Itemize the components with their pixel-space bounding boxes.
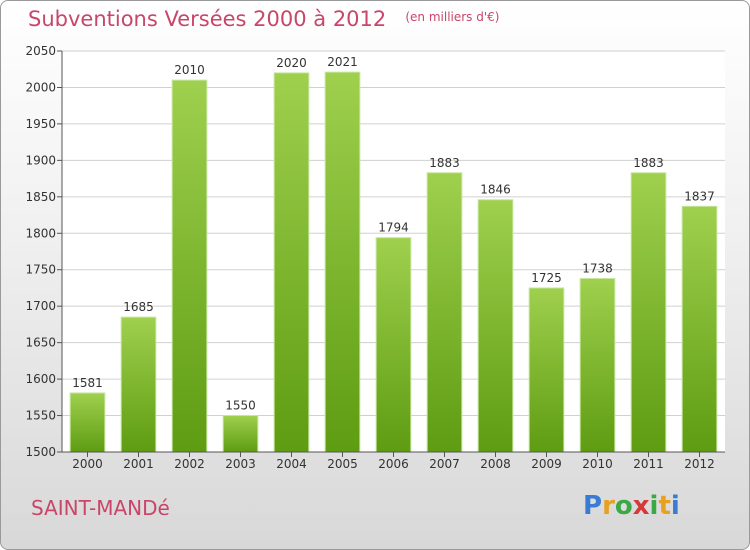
bars: 1581 1685 2010 1550 2020 2021 1794 1883 1846 1725… — [69, 55, 718, 453]
data-label-2000: 1581 — [72, 376, 103, 390]
data-label-2004: 2020 — [276, 56, 307, 70]
data-label-2008: 1846 — [480, 183, 511, 197]
x-tick-label-2002: 2002 — [174, 457, 205, 471]
proxiti-logo: Proxiti — [583, 491, 680, 521]
data-label-2001: 1685 — [123, 300, 154, 314]
y-tick-label: 1550 — [25, 409, 56, 423]
data-label-2003: 1550 — [225, 399, 256, 413]
location-name: SAINT-MANDé — [31, 496, 170, 520]
logo-letter: i — [670, 491, 680, 521]
bar-2006 — [375, 237, 412, 453]
y-tick-label: 1850 — [25, 190, 56, 204]
y-tick-label: 1950 — [25, 117, 56, 131]
y-tick-label: 1700 — [25, 299, 56, 313]
y-tick-label: 2000 — [25, 80, 56, 94]
x-tick-label-2003: 2003 — [225, 457, 256, 471]
x-tick-label-2000: 2000 — [72, 457, 103, 471]
y-tick-label: 1750 — [25, 263, 56, 277]
data-label-2006: 1794 — [378, 221, 409, 235]
data-label-2005: 2021 — [327, 55, 358, 69]
logo-letter: o — [614, 491, 633, 521]
logo-letter: t — [658, 491, 671, 521]
bar-2000 — [69, 392, 106, 453]
bar-2011 — [630, 172, 667, 453]
title-row: Subventions Versées 2000 à 2012 (en mill… — [28, 7, 499, 31]
y-tick-label: 1600 — [25, 372, 56, 386]
bar-2004 — [273, 72, 310, 453]
x-tick-label-2008: 2008 — [480, 457, 511, 471]
x-tick-label-2012: 2012 — [684, 457, 715, 471]
y-tick-label: 1650 — [25, 336, 56, 350]
x-tick-label-2009: 2009 — [531, 457, 562, 471]
bar-2009 — [528, 287, 565, 453]
logo-letter: i — [649, 491, 659, 521]
x-tick-label-2004: 2004 — [276, 457, 307, 471]
bar-2001 — [120, 316, 157, 453]
data-label-2002: 2010 — [174, 63, 205, 77]
logo-letter: P — [583, 491, 603, 521]
bar-2008 — [477, 199, 514, 453]
data-label-2011: 1883 — [633, 156, 664, 170]
data-label-2010: 1738 — [582, 261, 613, 275]
y-tick-label: 1800 — [25, 226, 56, 240]
x-tick-label-2006: 2006 — [378, 457, 409, 471]
x-tick-label-2005: 2005 — [327, 457, 358, 471]
x-tick-label-2001: 2001 — [123, 457, 154, 471]
data-label-2012: 1837 — [684, 189, 715, 203]
x-tick-label-2011: 2011 — [633, 457, 664, 471]
data-label-2009: 1725 — [531, 271, 562, 285]
chart-subtitle: (en milliers d'€) — [405, 10, 500, 24]
x-axis: 2000 2001 2002 2003 2004 2005 2006 2007 2008 2009… — [62, 451, 725, 471]
bar-2007 — [426, 172, 463, 453]
y-axis: 1500 1550 1600 1650 1700 1750 1800 1850 1900 1950… — [25, 44, 63, 459]
bar-2003 — [222, 415, 259, 453]
y-tick-label: 1500 — [25, 445, 56, 459]
chart-title: Subventions Versées 2000 à 2012 — [28, 7, 387, 31]
bar-2012 — [681, 205, 718, 453]
x-tick-label-2010: 2010 — [582, 457, 613, 471]
y-tick-label: 2050 — [25, 44, 56, 58]
bar-2002 — [171, 79, 208, 453]
logo-letter: r — [602, 491, 615, 521]
y-tick-label: 1900 — [25, 153, 56, 167]
data-label-2007: 1883 — [429, 156, 460, 170]
x-tick-label-2007: 2007 — [429, 457, 460, 471]
bar-2010 — [579, 277, 616, 453]
logo-letter: x — [632, 491, 650, 521]
bar-2005 — [324, 71, 361, 453]
